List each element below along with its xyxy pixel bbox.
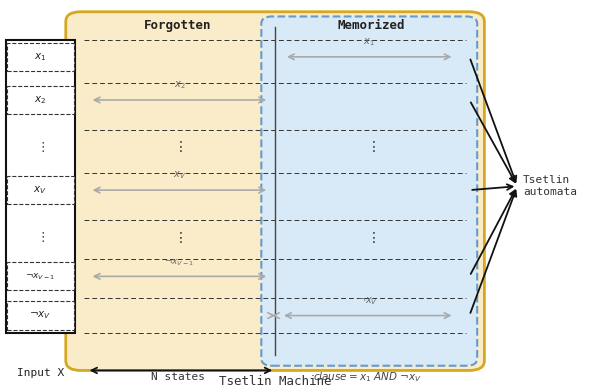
Text: Forgotten: Forgotten bbox=[144, 19, 212, 32]
FancyBboxPatch shape bbox=[7, 262, 74, 290]
Text: N states: N states bbox=[151, 372, 205, 382]
Text: $\vdots$: $\vdots$ bbox=[366, 230, 376, 245]
Bar bbox=[6, 40, 75, 333]
Text: $x_1$: $x_1$ bbox=[34, 51, 47, 63]
Text: $\vdots$: $\vdots$ bbox=[173, 230, 183, 245]
Text: $x_V$: $x_V$ bbox=[173, 170, 186, 181]
Text: $x_1$: $x_1$ bbox=[364, 36, 375, 48]
Text: $x_2$: $x_2$ bbox=[173, 80, 185, 91]
FancyBboxPatch shape bbox=[7, 43, 74, 71]
Text: Tsetlin
automata: Tsetlin automata bbox=[523, 175, 577, 197]
Text: $\neg x_V$: $\neg x_V$ bbox=[357, 295, 379, 307]
Text: $x_2$: $x_2$ bbox=[34, 94, 47, 106]
Text: Memorized: Memorized bbox=[337, 19, 404, 32]
Text: $x_V$: $x_V$ bbox=[33, 184, 47, 196]
Text: $\neg x_{V-1}$: $\neg x_{V-1}$ bbox=[25, 271, 56, 281]
Text: $\vdots$: $\vdots$ bbox=[173, 140, 183, 154]
Text: $\vdots$: $\vdots$ bbox=[366, 140, 376, 154]
FancyBboxPatch shape bbox=[7, 86, 74, 114]
Text: Input X: Input X bbox=[17, 368, 64, 379]
FancyBboxPatch shape bbox=[7, 301, 74, 330]
Text: $\neg x_V$: $\neg x_V$ bbox=[29, 310, 51, 321]
FancyBboxPatch shape bbox=[66, 12, 484, 370]
FancyBboxPatch shape bbox=[261, 16, 477, 366]
Text: $\mathit{clause} = x_1\ \mathit{AND}\ \neg x_V$: $\mathit{clause} = x_1\ \mathit{AND}\ \n… bbox=[313, 370, 422, 384]
Text: Tsetlin Machine: Tsetlin Machine bbox=[219, 375, 331, 388]
FancyBboxPatch shape bbox=[7, 176, 74, 204]
Text: $\neg x_{V-1}$: $\neg x_{V-1}$ bbox=[164, 257, 194, 268]
Text: $\vdots$: $\vdots$ bbox=[36, 230, 45, 244]
Text: $\vdots$: $\vdots$ bbox=[36, 140, 45, 154]
